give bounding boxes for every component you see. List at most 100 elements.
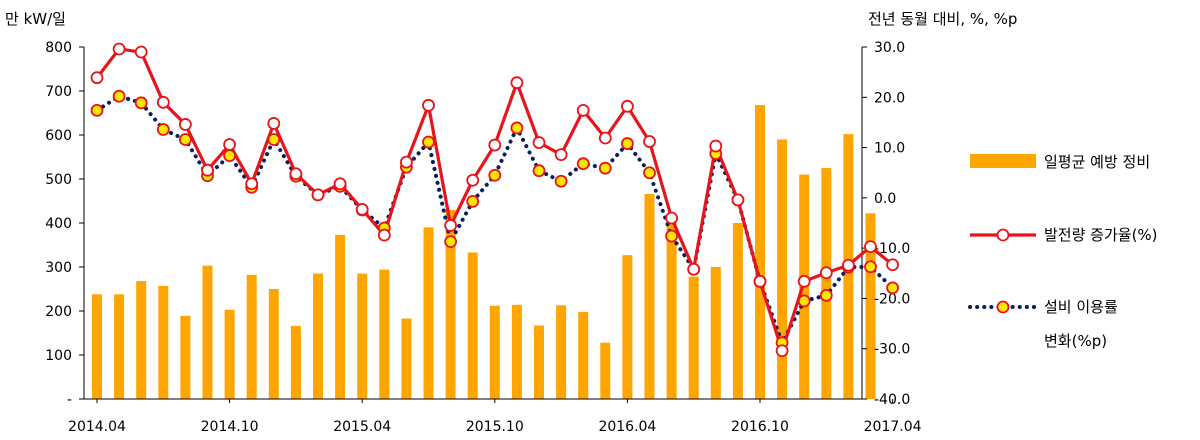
generation-point — [134, 45, 148, 59]
bar — [534, 325, 544, 399]
legend-label-utilization: 설비 이용률 — [1044, 298, 1118, 316]
bar — [865, 213, 876, 399]
generation-point — [621, 99, 634, 113]
bar — [401, 318, 412, 399]
generation-point — [377, 228, 391, 242]
generation-point — [488, 138, 502, 152]
bar — [246, 274, 257, 399]
left-tick-label: 300 — [45, 260, 72, 276]
utilization-point — [112, 89, 126, 103]
generation-point — [201, 163, 214, 177]
utilization-point — [621, 137, 634, 150]
utilization-point — [864, 260, 877, 274]
x-tick-label: 2017.04 — [864, 419, 922, 435]
bar — [379, 269, 390, 399]
right-tick-label: -20.0 — [874, 291, 910, 307]
utilization-point — [643, 166, 656, 180]
right-tick-label: 0.0 — [874, 191, 896, 207]
generation-point — [886, 258, 899, 272]
utilization-point — [510, 121, 524, 135]
utilization-point — [488, 168, 502, 182]
left-tick-label: 600 — [45, 128, 72, 144]
left-tick-label: 200 — [45, 304, 72, 320]
left-tick-label: 100 — [45, 348, 72, 364]
utilization-point — [819, 289, 833, 302]
bar — [268, 289, 279, 399]
generation-point — [156, 95, 170, 109]
right-tick-label: 30.0 — [874, 40, 905, 56]
legend-label-generation: 발전량 증가율(%) — [1044, 226, 1158, 244]
generation-point — [178, 118, 192, 131]
generation-point — [245, 177, 259, 191]
utilization-point — [466, 194, 480, 208]
utilization-point — [134, 96, 148, 110]
generation-point — [709, 139, 723, 153]
utilization-point — [267, 133, 281, 146]
utilization-point — [223, 149, 237, 163]
generation-point — [311, 188, 325, 202]
bar-series — [92, 105, 876, 399]
right-tick-label: 10.0 — [874, 141, 905, 157]
legend-label-utilization-line2: 변화(%p) — [1044, 332, 1107, 350]
bar — [180, 315, 191, 399]
bar — [688, 276, 699, 399]
left-tick-label: 400 — [45, 216, 72, 232]
right-axis-title: 전년 동월 대비, %, %p — [868, 10, 1017, 28]
utilization-point — [90, 103, 104, 117]
utilization-point — [156, 123, 170, 136]
generation-line — [95, 47, 894, 353]
utilization-point — [576, 157, 590, 171]
generation-point — [333, 177, 347, 191]
generation-point — [775, 344, 789, 358]
bar — [666, 222, 677, 399]
bar — [467, 252, 478, 399]
bar — [622, 255, 633, 399]
bar — [556, 305, 567, 399]
x-tick-label: 2015.10 — [466, 419, 524, 435]
generation-point — [864, 240, 877, 254]
generation-point — [797, 274, 811, 288]
bar — [357, 273, 368, 399]
utilization-point — [665, 229, 678, 243]
x-tick-label: 2014.10 — [201, 419, 259, 435]
bar — [158, 285, 169, 399]
left-axis-title: 만 kW/일 — [5, 10, 66, 28]
generation-point — [267, 117, 281, 130]
bar — [313, 273, 323, 399]
bar — [821, 168, 832, 399]
utilization-point — [797, 294, 811, 308]
generation-point — [444, 219, 458, 232]
x-tick-label: 2016.04 — [598, 419, 656, 435]
generation-point — [466, 173, 480, 187]
bar — [578, 311, 589, 399]
generation-point — [576, 103, 590, 117]
generation-point — [90, 71, 104, 85]
generation-point — [355, 203, 369, 216]
bar — [710, 267, 721, 399]
right-tick-label: 20.0 — [874, 90, 905, 106]
left-tick-label: - — [67, 392, 72, 408]
right-tick-label: -30.0 — [874, 342, 910, 358]
generation-point — [842, 258, 855, 272]
bar — [732, 223, 743, 399]
generation-point — [819, 266, 833, 280]
x-tick-label: 2016.10 — [731, 419, 789, 435]
generation-point — [554, 148, 568, 162]
generation-point — [223, 138, 237, 151]
utilization-point — [886, 281, 899, 295]
bar — [644, 193, 655, 399]
utilization-point — [598, 161, 612, 175]
utilization-point — [444, 235, 458, 249]
generation-point — [753, 274, 767, 288]
bar — [335, 234, 346, 399]
bar — [92, 294, 102, 399]
x-tick-label: 2014.04 — [68, 419, 126, 435]
generation-point — [289, 167, 303, 181]
generation-point — [112, 42, 126, 56]
generation-point — [422, 98, 435, 112]
utilization-point — [554, 174, 568, 188]
generation-point — [598, 131, 612, 145]
generation-point — [532, 136, 546, 149]
bar — [755, 105, 765, 399]
legend-marker-utilization — [996, 300, 1010, 314]
